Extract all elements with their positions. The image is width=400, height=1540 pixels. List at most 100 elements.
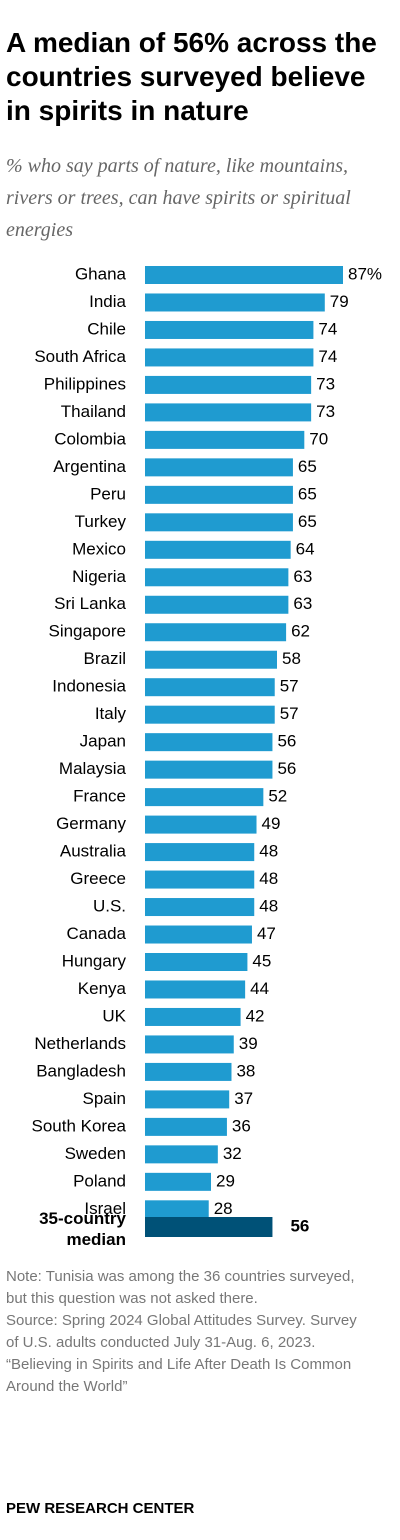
value-label: 48 — [259, 842, 278, 861]
category-label: Poland — [73, 1171, 126, 1190]
category-label: Canada — [66, 924, 126, 943]
value-label: 29 — [216, 1171, 235, 1190]
bar — [145, 705, 275, 724]
bar — [145, 1062, 232, 1081]
value-label: 56 — [277, 732, 296, 751]
bar — [145, 403, 312, 422]
bar — [145, 513, 293, 532]
value-label: 79 — [330, 292, 349, 311]
value-label: 39 — [239, 1034, 258, 1053]
chart-title: A median of 56% across the countries sur… — [6, 27, 377, 126]
category-label: Japan — [80, 732, 126, 751]
bar — [145, 568, 289, 587]
category-label: Bangladesh — [36, 1061, 126, 1080]
median-value: 56 — [290, 1216, 309, 1235]
note: Source: Spring 2024 Global Attitudes Sur… — [6, 1312, 357, 1351]
value-label: 62 — [291, 622, 310, 641]
bar — [145, 678, 275, 697]
chart: Ghana 87% India 79 Chile 74 South Africa 74 Phil… — [31, 264, 382, 1237]
value-label: 65 — [298, 512, 317, 531]
bar — [145, 788, 264, 807]
category-label: Spain — [83, 1089, 126, 1108]
category-label: Peru — [90, 484, 126, 503]
category-label: Malaysia — [59, 759, 127, 778]
bar — [145, 293, 325, 312]
category-label: Philippines — [44, 374, 126, 393]
category-label: India — [89, 292, 126, 311]
bar — [145, 1200, 209, 1219]
bar — [145, 953, 248, 971]
category-label: Indonesia — [52, 677, 126, 696]
value-label: 73 — [316, 374, 335, 393]
value-label: 45 — [252, 951, 271, 970]
bar — [145, 898, 255, 917]
note: Note: Tunisia was among the 36 countries… — [6, 1268, 355, 1307]
bar — [145, 1117, 227, 1136]
bar — [145, 1090, 230, 1109]
value-label: 63 — [293, 567, 312, 586]
value-label: 56 — [277, 759, 296, 778]
median-bar — [145, 1217, 273, 1237]
chart-subtitle: % who say parts of nature, like mountain… — [6, 155, 351, 241]
bar — [145, 760, 273, 779]
value-label: 37 — [234, 1089, 253, 1108]
value-label: 74 — [318, 319, 337, 338]
bar — [145, 320, 314, 339]
value-label: 38 — [236, 1061, 255, 1080]
value-label: 36 — [232, 1116, 251, 1135]
value-label: 48 — [259, 897, 278, 916]
category-label: Hungary — [62, 951, 127, 970]
category-label: Turkey — [75, 512, 127, 531]
category-label: Sri Lanka — [54, 594, 126, 613]
value-label: 87% — [348, 264, 382, 283]
value-label: 44 — [250, 979, 269, 998]
category-label: Kenya — [78, 979, 127, 998]
category-label: Thailand — [61, 402, 126, 421]
value-label: 70 — [309, 429, 328, 448]
bar — [145, 870, 255, 889]
notes: Note: Tunisia was among the 36 countries… — [6, 1266, 371, 1398]
category-label: Chile — [87, 319, 126, 338]
value-label: 52 — [268, 787, 287, 806]
category-label: Germany — [56, 814, 126, 833]
category-label: U.S. — [93, 897, 126, 916]
category-label: Italy — [95, 704, 127, 723]
category-label: Mexico — [72, 539, 126, 558]
category-label: Greece — [70, 869, 126, 888]
value-label: 73 — [316, 402, 335, 421]
value-label: 57 — [280, 677, 299, 696]
bar — [145, 925, 252, 944]
value-label: 74 — [318, 347, 337, 366]
value-label: 64 — [296, 539, 315, 558]
bar — [145, 266, 343, 284]
category-label: Brazil — [83, 649, 126, 668]
category-label: Argentina — [53, 457, 126, 476]
source: PEW RESEARCH CENTER — [6, 1500, 195, 1517]
value-label: 32 — [223, 1144, 242, 1163]
value-label: 63 — [293, 594, 312, 613]
bar — [145, 815, 257, 834]
bar — [145, 375, 312, 394]
value-label: 28 — [214, 1199, 233, 1218]
bar — [145, 733, 273, 752]
category-label: Colombia — [54, 429, 126, 448]
bar — [145, 650, 277, 669]
bar — [145, 540, 291, 559]
category-label: Singapore — [48, 622, 126, 641]
category-label: UK — [102, 1006, 126, 1025]
bar — [145, 1035, 234, 1054]
bar — [145, 1172, 211, 1191]
category-label: France — [73, 787, 126, 806]
bar — [145, 430, 305, 449]
value-label: 65 — [298, 457, 317, 476]
value-label: 49 — [262, 814, 281, 833]
bar — [145, 485, 293, 504]
bar — [145, 595, 289, 614]
value-label: 58 — [282, 649, 301, 668]
category-label: South Africa — [34, 347, 126, 366]
bar — [145, 1007, 241, 1026]
value-label: 57 — [280, 704, 299, 723]
category-label: Sweden — [65, 1144, 126, 1163]
value-label: 65 — [298, 484, 317, 503]
